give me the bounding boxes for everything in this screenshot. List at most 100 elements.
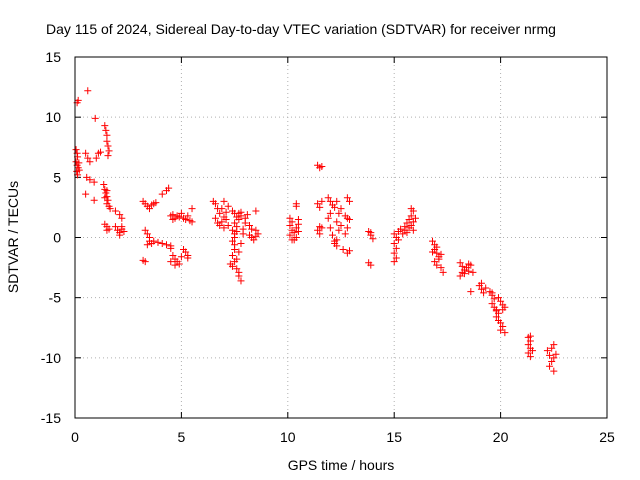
data-point — [222, 215, 230, 223]
data-point — [286, 221, 294, 229]
data-point — [292, 200, 300, 208]
data-point — [72, 146, 80, 154]
data-point — [75, 166, 83, 174]
data-point — [346, 197, 354, 205]
data-point — [429, 237, 437, 245]
data-point — [100, 181, 108, 189]
data-point — [369, 235, 377, 243]
data-point — [75, 159, 83, 167]
data-point — [86, 158, 94, 166]
data-point — [286, 231, 294, 239]
data-point — [245, 221, 253, 229]
data-point — [145, 205, 153, 213]
data-point — [333, 218, 341, 226]
x-tick-label: 20 — [493, 429, 509, 445]
data-point — [390, 249, 398, 257]
data-point — [228, 237, 236, 245]
data-point — [239, 225, 247, 233]
data-point — [343, 194, 351, 202]
data-point — [333, 197, 341, 205]
data-point — [456, 272, 464, 280]
data-point — [401, 223, 409, 231]
x-tick-label: 0 — [71, 429, 79, 445]
data-point — [433, 261, 441, 269]
data-series-sdtvar — [72, 87, 560, 375]
data-point — [158, 240, 166, 248]
data-point — [390, 258, 398, 266]
data-point — [469, 268, 477, 276]
data-point — [326, 224, 334, 232]
data-point — [346, 247, 354, 255]
data-point — [226, 260, 234, 268]
data-point — [405, 224, 413, 232]
data-point — [318, 197, 326, 205]
data-point — [314, 226, 322, 234]
y-tick-label: -10 — [41, 350, 61, 366]
data-point — [169, 252, 177, 260]
data-point — [186, 217, 194, 225]
data-point — [171, 261, 179, 269]
data-point — [91, 114, 99, 122]
data-point — [548, 357, 556, 365]
data-point — [231, 234, 239, 241]
data-point — [224, 202, 232, 210]
data-point — [546, 362, 554, 370]
data-point — [235, 215, 243, 223]
data-point — [216, 209, 224, 217]
data-point — [167, 258, 175, 266]
data-point — [324, 214, 332, 222]
data-point — [439, 268, 447, 276]
data-point — [182, 215, 190, 223]
y-axis-label: SDTVAR / TECUs — [5, 181, 21, 293]
data-point — [86, 176, 94, 184]
data-point — [324, 194, 332, 202]
data-point — [286, 214, 294, 222]
data-point — [394, 236, 402, 244]
data-point — [175, 260, 183, 268]
data-point — [218, 205, 226, 213]
data-point — [104, 152, 112, 160]
data-point — [397, 225, 405, 233]
data-point — [241, 214, 249, 222]
y-tick-label: -15 — [41, 410, 61, 426]
data-point — [431, 258, 439, 266]
data-point — [526, 353, 534, 361]
y-tick-label: 0 — [53, 230, 61, 246]
data-point — [341, 230, 349, 238]
data-point — [314, 200, 322, 208]
data-point — [103, 226, 111, 234]
data-point — [235, 272, 243, 280]
data-point — [101, 194, 109, 202]
data-point — [335, 226, 343, 234]
data-point — [254, 230, 262, 238]
data-point — [367, 229, 375, 237]
data-point — [105, 147, 113, 155]
data-point — [465, 260, 473, 268]
data-point — [177, 209, 185, 217]
data-point — [184, 212, 192, 220]
data-point — [233, 227, 241, 235]
data-point — [488, 289, 496, 297]
data-point — [288, 236, 296, 244]
data-point — [235, 209, 243, 217]
y-tick-label: 10 — [45, 109, 61, 125]
data-point — [233, 265, 241, 273]
data-point — [433, 249, 441, 257]
data-point — [118, 214, 126, 222]
data-point — [548, 344, 556, 352]
data-point — [335, 209, 343, 217]
data-point — [550, 341, 558, 349]
data-point — [220, 224, 228, 232]
data-point — [165, 184, 173, 192]
data-point — [250, 236, 258, 244]
data-point — [437, 250, 445, 258]
data-point — [524, 341, 532, 349]
data-point — [399, 230, 407, 238]
data-point — [233, 255, 241, 263]
data-point — [111, 207, 119, 215]
data-point — [150, 237, 158, 245]
data-point — [237, 240, 245, 248]
y-tick-labels: -15 -10 -5 0 5 10 15 — [41, 49, 61, 426]
grid-lines — [75, 57, 607, 418]
data-point — [458, 268, 466, 276]
